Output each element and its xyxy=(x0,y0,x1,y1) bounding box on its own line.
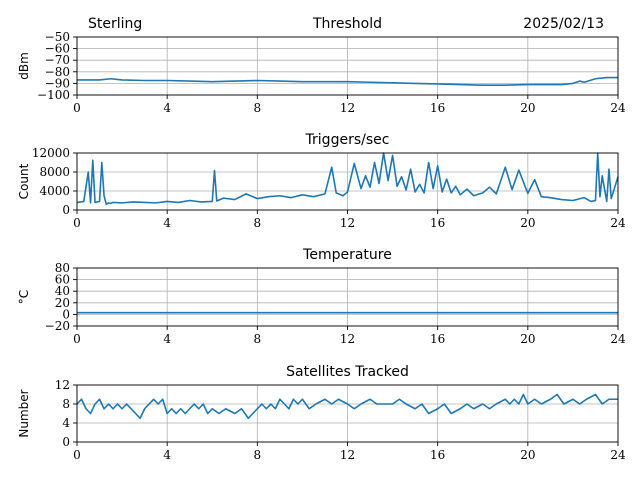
satellites-xtick-label-3: 12 xyxy=(340,448,355,462)
satellites-xtick-label-2: 8 xyxy=(254,448,262,462)
threshold-title: Threshold xyxy=(312,16,382,32)
temperature-ytick-label-2: 40 xyxy=(55,284,70,298)
triggers-ylabel: Count xyxy=(17,163,31,199)
temperature-ylabel: °C xyxy=(17,290,31,304)
satellites-panel: 0 4 8 12 16 20 24 0 4 8 12 Satellites Tracked Number xyxy=(17,364,626,462)
satellites-series-line-0 xyxy=(76,393,618,420)
satellites-xtick-label-1: 4 xyxy=(163,448,171,462)
temperature-xtick-label-3: 12 xyxy=(340,332,355,346)
threshold-xtick-label-3: 12 xyxy=(340,101,355,115)
temperature-ytick-label-4: 0 xyxy=(62,307,70,321)
temperature-xtick-label-5: 20 xyxy=(520,332,535,346)
triggers-xtick-label-3: 12 xyxy=(340,216,355,230)
satellites-ylabel: Number xyxy=(17,389,31,437)
threshold-xtick-label-1: 4 xyxy=(163,101,171,115)
satellites-ytick-label-3: 12 xyxy=(55,378,70,392)
threshold-ytick-label-3: −80 xyxy=(45,65,70,79)
triggers-xtick-label-0: 0 xyxy=(73,216,81,230)
threshold-ytick-label-2: −70 xyxy=(45,53,70,67)
triggers-ytick-label-1: 4000 xyxy=(39,184,70,198)
triggers-ytick-label-0: 0 xyxy=(62,203,70,217)
temperature-title: Temperature xyxy=(302,247,392,263)
triggers-series-line-0 xyxy=(76,152,619,206)
temperature-xtick-label-4: 16 xyxy=(430,332,445,346)
triggers-xtick-label-6: 24 xyxy=(610,216,626,230)
date-label: 2025/02/13 xyxy=(523,16,604,32)
threshold-ytick-label-5: −100 xyxy=(37,88,70,102)
temperature-ytick-label-0: 80 xyxy=(55,261,70,275)
triggers-xtick-label-4: 16 xyxy=(430,216,445,230)
triggers-xtick-label-1: 4 xyxy=(163,216,171,230)
temperature-xtick-label-6: 24 xyxy=(610,332,626,346)
satellites-title: Satellites Tracked xyxy=(286,364,409,380)
satellites-ytick-label-2: 8 xyxy=(62,397,70,411)
threshold-series-line-0 xyxy=(77,76,618,86)
temperature-ytick-label-5: −20 xyxy=(45,319,70,333)
threshold-ytick-label-0: −50 xyxy=(45,30,70,44)
satellites-xtick-label-5: 20 xyxy=(520,448,535,462)
triggers-title: Triggers/sec xyxy=(305,132,390,148)
satellites-xtick-label-0: 0 xyxy=(73,448,81,462)
temperature-xtick-label-2: 8 xyxy=(254,332,262,346)
satellites-ytick-label-0: 0 xyxy=(62,435,70,449)
temperature-ytick-label-1: 60 xyxy=(55,273,70,287)
threshold-ylabel: dBm xyxy=(17,52,31,80)
threshold-xtick-label-5: 20 xyxy=(520,101,535,115)
satellites-xtick-label-4: 16 xyxy=(430,448,445,462)
threshold-xtick-label-6: 24 xyxy=(610,101,626,115)
threshold-xtick-label-0: 0 xyxy=(73,101,81,115)
chart-panels: 0 4 8 12 16 20 24 −50−60−70−80−90−100 Threshold d… xyxy=(17,16,626,462)
satellites-xtick-label-6: 24 xyxy=(610,448,626,462)
triggers-ytick-label-3: 12000 xyxy=(32,146,70,160)
threshold-xtick-label-4: 16 xyxy=(430,101,445,115)
temperature-ytick-label-3: 20 xyxy=(55,296,70,310)
threshold-ytick-label-4: −90 xyxy=(45,76,70,90)
triggers-xtick-label-2: 8 xyxy=(254,216,262,230)
triggers-ytick-label-2: 8000 xyxy=(39,165,70,179)
temperature-xtick-label-1: 4 xyxy=(163,332,171,346)
temperature-xtick-label-0: 0 xyxy=(73,332,81,346)
station-label: Sterling xyxy=(88,16,142,32)
triggers-xtick-label-5: 20 xyxy=(520,216,535,230)
satellites-ytick-label-1: 4 xyxy=(62,416,70,430)
threshold-ytick-label-1: −60 xyxy=(45,42,70,56)
threshold-xtick-label-2: 8 xyxy=(254,101,262,115)
threshold-panel: 0 4 8 12 16 20 24 −50−60−70−80−90−100 Threshold d… xyxy=(17,16,626,115)
triggers-panel: 0 4 8 12 16 20 24 0 4000 8000 12000 Triggers/sec Cou… xyxy=(17,132,626,230)
